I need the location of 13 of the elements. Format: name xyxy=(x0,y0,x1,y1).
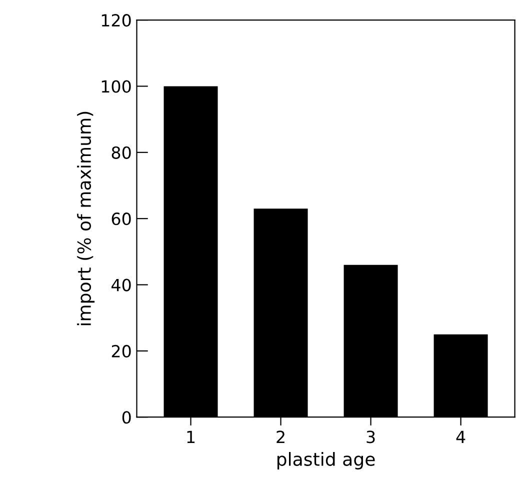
y-tick-label: 40 xyxy=(112,278,131,292)
y-tick-label: 0 xyxy=(122,411,131,424)
y-tick-label: 100 xyxy=(102,80,131,93)
x-tick-label: 3 xyxy=(366,430,375,444)
x-tick-label: 4 xyxy=(456,430,466,443)
y-tick-label: 80 xyxy=(112,146,131,159)
y-tick-label: 120 xyxy=(102,14,131,27)
y-tick-label: 60 xyxy=(112,212,131,226)
y-tick-label: 20 xyxy=(112,344,131,358)
y-axis-title: import (% of maximum) xyxy=(77,112,95,326)
x-tick-label: 1 xyxy=(187,430,195,443)
x-tick-label: 2 xyxy=(276,430,284,443)
x-axis-title: plastid age xyxy=(277,452,375,470)
